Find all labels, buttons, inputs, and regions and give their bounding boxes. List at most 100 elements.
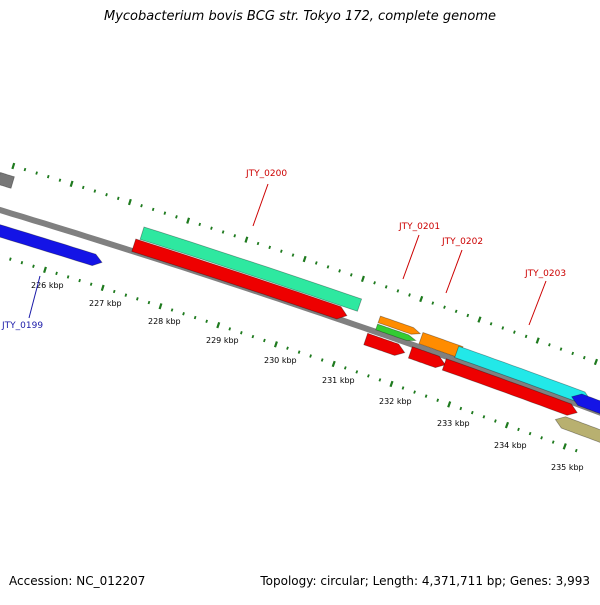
outer-tick [489, 322, 493, 326]
inner-tick [320, 358, 324, 362]
gene-feature-seagreen[interactable] [139, 226, 363, 312]
inner-tick [89, 282, 93, 286]
gene-label-jty-0203[interactable]: JTY_0203 [524, 269, 566, 279]
gene-label-jty-0199[interactable]: JTY_0199 [1, 321, 43, 331]
scale-label: 233 kbp [437, 419, 470, 428]
inner-tick [158, 303, 163, 310]
inner-tick [205, 319, 208, 323]
scale-label: 229 kbp [206, 336, 239, 345]
scale-label: 234 kbp [494, 441, 527, 450]
gene-label-jty-0201[interactable]: JTY_0201 [398, 222, 440, 232]
inner-tick [170, 308, 174, 312]
inner-tick [378, 378, 382, 382]
outer-tick [151, 207, 155, 212]
inner-tick [494, 419, 497, 423]
outer-tick [210, 226, 213, 230]
inner-tick [413, 390, 416, 394]
inner-tick [355, 370, 359, 374]
outer-tick [454, 309, 458, 314]
gene-feature-jty-0200[interactable] [131, 238, 348, 320]
inner-tick [367, 374, 370, 378]
gene-feature-jty-0201[interactable] [363, 332, 406, 356]
inner-tick [240, 331, 243, 335]
inner-tick [389, 380, 394, 388]
outer-tick [408, 293, 411, 297]
outer-tick [396, 289, 400, 293]
inner-tick [297, 350, 301, 354]
outer-tick [582, 355, 586, 360]
inner-tick [32, 264, 35, 268]
inner-tick [482, 415, 486, 419]
outer-tick [513, 330, 516, 334]
outer-tick [349, 273, 353, 277]
gene-feature-khaki[interactable] [554, 416, 600, 443]
scale-label: 235 kbp [551, 463, 584, 472]
scale-label: 231 kbp [322, 376, 355, 385]
outer-tick [302, 255, 307, 263]
outer-tick [140, 204, 143, 208]
inner-tick [9, 257, 12, 261]
label-leader-line [445, 249, 463, 294]
inner-tick [551, 440, 555, 444]
outer-tick [443, 305, 446, 309]
gene-feature-jty-0202[interactable] [407, 346, 446, 369]
inner-tick [343, 366, 347, 370]
outer-tick [233, 234, 237, 238]
outer-tick [548, 343, 551, 347]
outer-tick [524, 334, 528, 339]
scale-label: 226 kbp [31, 281, 64, 290]
outer-tick [127, 198, 132, 206]
inner-tick [182, 312, 185, 316]
gene-feature-orange[interactable] [377, 315, 422, 335]
outer-tick [571, 351, 575, 356]
outer-tick [46, 174, 50, 179]
gene-feature-jty-0199[interactable] [0, 222, 103, 267]
inner-tick [66, 275, 70, 279]
gene-feature-green[interactable] [375, 323, 417, 341]
gene-feature-red[interactable] [441, 358, 578, 416]
inner-tick [78, 278, 81, 283]
label-leader-line [28, 275, 41, 319]
inner-tick [436, 398, 440, 402]
outer-tick [11, 162, 16, 170]
outer-tick [105, 193, 108, 197]
inner-tick [574, 448, 578, 453]
gene-features [0, 172, 600, 443]
inner-tick [112, 289, 116, 294]
inner-tick [517, 427, 520, 432]
inner-tick [286, 346, 289, 350]
inner-tick [55, 271, 58, 276]
scale-label: 228 kbp [148, 317, 181, 326]
inner-tick [147, 300, 151, 305]
inner-tick [136, 297, 139, 301]
outer-tick [163, 211, 167, 215]
outer-tick [384, 285, 388, 289]
gene-label-jty-0202[interactable]: JTY_0202 [441, 237, 483, 247]
gene-feature-blue-right[interactable] [571, 393, 600, 417]
outer-tick [373, 281, 376, 285]
inner-tick [43, 266, 47, 274]
inner-tick [528, 431, 532, 436]
inner-tick [562, 443, 567, 450]
inner-tick [331, 360, 336, 368]
outer-tick [186, 217, 191, 224]
outer-tick [175, 215, 178, 219]
map-title: Mycobacterium bovis BCG str. Tokyo 172, … [104, 9, 496, 24]
outer-tick [280, 249, 283, 253]
inner-tick [309, 354, 312, 358]
outer-tick [314, 261, 318, 265]
scale-label: 227 kbp [89, 299, 122, 308]
inner-tick [124, 293, 128, 297]
gene-feature-gray[interactable] [0, 172, 15, 189]
inner-tick [540, 436, 543, 440]
inner-tick [447, 401, 452, 408]
inner-tick [459, 406, 463, 411]
gene-label-jty-0200[interactable]: JTY_0200 [245, 169, 287, 179]
outer-tick [256, 241, 260, 246]
outer-tick [58, 178, 62, 182]
scale-label: 230 kbp [264, 356, 297, 365]
inner-tick [20, 261, 24, 265]
outer-tick [23, 167, 27, 172]
